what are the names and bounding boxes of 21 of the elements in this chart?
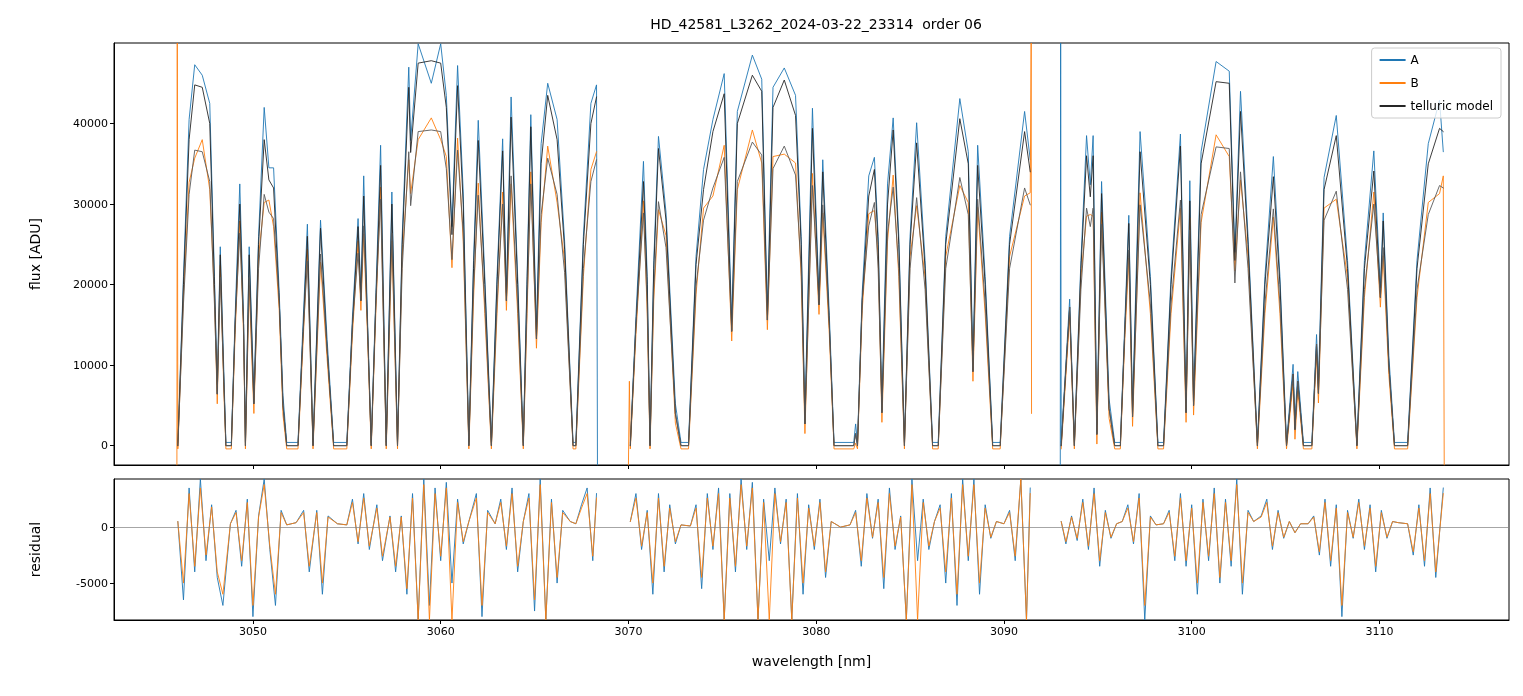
x-tick-label: 3100 — [1177, 625, 1206, 638]
legend-label: A — [1410, 53, 1420, 67]
x-tick-label: 3050 — [238, 625, 267, 638]
x-tick-label: 3080 — [802, 625, 831, 638]
x-tick-label: 3070 — [614, 625, 643, 638]
y-tick-label: -5000 — [76, 576, 108, 590]
y-axis-title: residual — [27, 521, 43, 578]
x-tick-label: 3060 — [426, 625, 455, 638]
y-tick-label: 0 — [101, 439, 108, 453]
y-tick-label: 20000 — [73, 278, 108, 292]
y-axis-title: flux [ADU] — [27, 218, 43, 290]
x-tick-label: 3110 — [1365, 625, 1394, 638]
x-tick-label: 3090 — [989, 625, 1018, 638]
x-axis-title: wavelength [nm] — [751, 653, 872, 669]
legend-label: telluric model — [1410, 99, 1493, 113]
y-tick-label: 10000 — [73, 358, 108, 372]
legend-label: B — [1410, 76, 1419, 90]
y-tick-label: 40000 — [73, 117, 108, 131]
y-tick-label: 0 — [101, 520, 108, 534]
y-tick-label: 30000 — [73, 197, 108, 211]
chart-title: HD_42581_L3262_2024-03-22_23314 order 06 — [650, 16, 982, 32]
